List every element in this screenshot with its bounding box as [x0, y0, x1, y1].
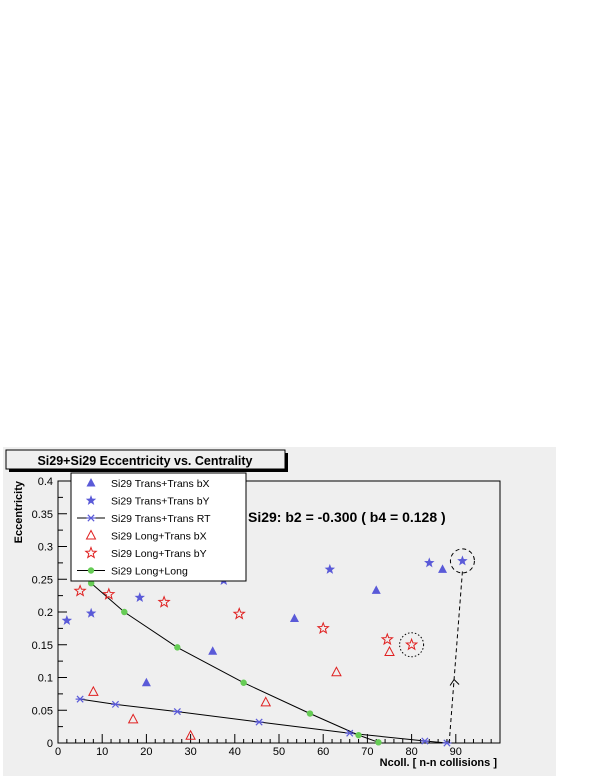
- axes: 0 0.05 0.1 0.15 0.2 0.25 0.3 0.35 0.4 0 10 20 30 40 50…: [32, 476, 492, 758]
- data-point-triangle-open: [260, 696, 272, 707]
- data-point-triangle-filled: [141, 677, 151, 687]
- legend-label: Si29 Trans+Trans bX: [111, 478, 210, 490]
- legend-label: Si29 Long+Long: [111, 566, 188, 578]
- legend-label: Si29 Trans+Trans RT: [111, 513, 211, 525]
- data-point-star-open: [102, 587, 116, 600]
- data-point-asterisk: [110, 700, 120, 708]
- data-point-triangle-open: [384, 645, 395, 656]
- y-axis-label: Eccentricity: [13, 480, 25, 543]
- y-tick-label: 0.1: [38, 673, 53, 685]
- x-tick-label: 60: [317, 746, 329, 758]
- data-point-circle-filled: [240, 679, 247, 686]
- data-point-triangle-filled: [289, 613, 299, 623]
- x-tick-label: 80: [405, 746, 417, 758]
- data-point-asterisk: [75, 695, 85, 703]
- legend-entry: Si29 Trans+Trans bY: [85, 495, 210, 508]
- data-point-star-filled: [424, 557, 435, 568]
- data-point-star-filled: [457, 555, 468, 566]
- data-point-triangle-open: [88, 685, 99, 696]
- x-tick-label: 70: [361, 746, 373, 758]
- arrow-head: [449, 678, 460, 686]
- data-point-triangle-open: [185, 729, 196, 740]
- legend-label: Si29 Long+Trans bX: [111, 531, 207, 543]
- data-point-star-filled: [324, 563, 336, 574]
- data-point-triangle-filled: [371, 585, 381, 594]
- legend-label: Si29 Long+Trans bY: [111, 548, 207, 560]
- model-annotation: Si29: b2 = -0.300 ( b4 = 0.128 ): [248, 509, 446, 525]
- data-point-circle-filled: [355, 731, 362, 739]
- data-point-asterisk: [254, 718, 264, 726]
- x-tick-label: 50: [273, 746, 285, 758]
- legend-marker: [87, 567, 95, 574]
- x-axis-label: Ncoll. [ n-n collisions ]: [380, 757, 498, 769]
- legend-entry: Si29 Long+Trans bY: [84, 546, 207, 560]
- data-point-star-open: [405, 637, 419, 651]
- data-point-circle-filled: [174, 644, 181, 651]
- data-point-circle-filled: [375, 739, 382, 746]
- data-point-circle-filled: [121, 608, 128, 616]
- data-point-star-open: [157, 595, 171, 608]
- data-point-star-open: [73, 584, 87, 597]
- data-point-asterisk: [345, 729, 355, 737]
- legend-entry: Si29 Trans+Trans bX: [86, 478, 210, 490]
- data-point-star-open: [316, 621, 330, 634]
- y-tick-label: 0.3: [38, 542, 53, 554]
- x-tick-label: 10: [96, 746, 108, 758]
- y-tick-label: 0.2: [38, 607, 53, 619]
- chart-title-box: Si29+Si29 Eccentricity vs. Centrality: [5, 449, 288, 472]
- data-point-star-filled: [134, 592, 145, 603]
- y-tick-label: 0.4: [38, 476, 53, 488]
- data-point-star-open: [232, 607, 246, 620]
- x-tick-label: 30: [184, 746, 196, 758]
- x-tick-label: 20: [140, 746, 152, 758]
- legend-box: [70, 472, 247, 582]
- x-tick-label: 40: [229, 746, 241, 758]
- legend: Si29 Trans+Trans bX Si29 Trans+Trans bY Si…: [70, 472, 247, 582]
- legend-marker: [86, 514, 96, 522]
- data-point-asterisk: [172, 707, 182, 716]
- data-point-triangle-filled: [438, 564, 448, 573]
- data-point-asterisk: [420, 737, 430, 745]
- data-point-triangle-open: [127, 713, 139, 724]
- data-point-circle-filled: [306, 710, 314, 717]
- data-points: [61, 555, 468, 747]
- chart-title: Si29+Si29 Eccentricity vs. Centrality: [37, 454, 252, 468]
- legend-marker: [84, 546, 98, 559]
- highlight-overlays: [399, 548, 475, 744]
- data-point-triangle-open: [331, 666, 342, 677]
- data-point-star-filled: [61, 615, 73, 625]
- highlight-circle: [399, 632, 425, 658]
- y-tick-label: 0: [47, 738, 53, 750]
- x-tick-label: 90: [450, 746, 462, 758]
- legend-label: Si29 Trans+Trans bY: [111, 496, 210, 508]
- data-point-circle-filled: [87, 579, 95, 587]
- highlight-circle: [449, 548, 475, 574]
- x-tick-label: 0: [55, 746, 61, 758]
- legend-marker: [85, 529, 97, 540]
- legend-marker: [85, 495, 97, 505]
- legend-marker: [86, 478, 96, 487]
- y-tick-label: 0.15: [32, 640, 53, 652]
- data-point-star-open: [380, 632, 394, 646]
- legend-entry: Si29 Long+Long: [77, 566, 188, 578]
- arrow-line: [448, 571, 463, 744]
- legend-entry: Si29 Trans+Trans RT: [77, 513, 211, 525]
- legend-entry: Si29 Long+Trans bX: [85, 529, 207, 543]
- data-point-triangle-filled: [208, 646, 218, 655]
- data-point-star-filled: [85, 607, 97, 618]
- y-tick-label: 0.05: [32, 705, 53, 717]
- y-tick-label: 0.35: [32, 509, 53, 521]
- y-tick-label: 0.25: [32, 574, 53, 586]
